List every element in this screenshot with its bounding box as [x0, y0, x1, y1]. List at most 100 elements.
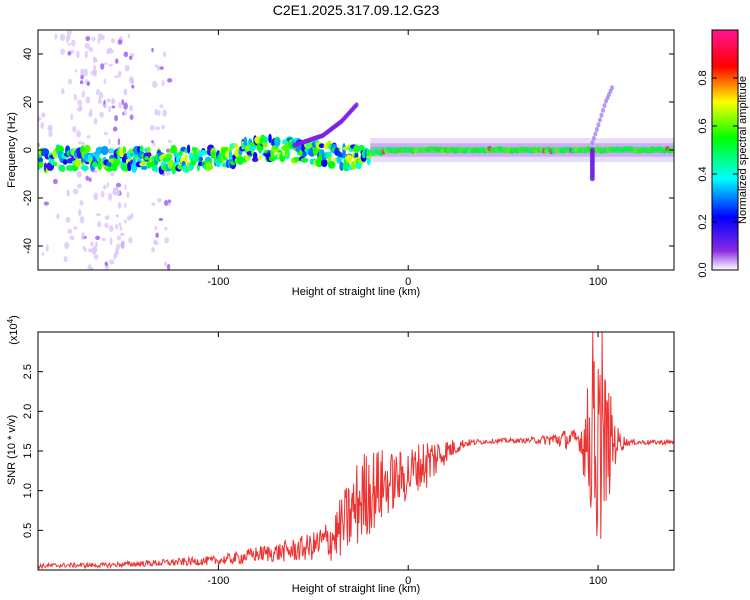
- noise-blob: [80, 74, 84, 80]
- noise-blob: [100, 63, 105, 70]
- colorbar-label: Normalized spectral amplitude: [737, 76, 749, 224]
- noise-blob: [128, 55, 133, 60]
- noise-blob: [89, 267, 94, 270]
- y-tick-label: 0: [22, 147, 34, 153]
- noise-blob: [92, 56, 96, 63]
- noise-blob: [104, 215, 110, 220]
- noise-blob: [59, 33, 66, 42]
- noise-blob: [79, 80, 84, 85]
- snr-series-line: [38, 332, 674, 570]
- snr-panel: -100 0 100 0.5 1.0 1.5 2.0 2.5 Height of straig…: [6, 315, 675, 595]
- y-tick-label: 2.0: [22, 404, 34, 419]
- noise-blob: [91, 36, 96, 42]
- noise-blob: [117, 201, 122, 210]
- noise-blob: [72, 188, 79, 195]
- branch-blob: [593, 131, 598, 137]
- noise-blob: [159, 66, 164, 70]
- ridge-blob: [236, 155, 245, 165]
- ridge-blob: [140, 165, 148, 171]
- snr-scale-label: (x104): [6, 315, 20, 345]
- noise-blob: [131, 84, 135, 89]
- noise-blob: [99, 111, 104, 118]
- ridge-blob: [210, 151, 216, 159]
- noise-blob: [112, 126, 118, 132]
- spectrogram-xlabel: Height of straight line (km): [292, 286, 420, 298]
- ridge-blob: [318, 143, 325, 149]
- noise-blob: [69, 235, 75, 240]
- spectrogram-marks: [38, 30, 674, 270]
- noise-blob: [114, 114, 118, 122]
- noise-blob: [48, 130, 53, 138]
- snr-scale-prefix: (x10: [8, 323, 20, 344]
- snr-xlabel: Height of straight line (km): [292, 583, 420, 595]
- noise-blob: [104, 222, 109, 229]
- noise-blob: [85, 96, 91, 104]
- noise-blob: [110, 171, 115, 177]
- chart-title: C2E1.2025.317.09.12.G23: [273, 2, 440, 18]
- noise-blob: [157, 109, 161, 117]
- ridge-blob: [327, 160, 336, 169]
- noise-blob: [83, 247, 88, 252]
- ridge-blob: [245, 145, 251, 152]
- ridge-blob: [357, 144, 365, 152]
- noise-blob: [88, 248, 93, 253]
- ridge-blob: [302, 151, 307, 157]
- ridge-blob: [366, 157, 371, 166]
- y-tick-label: 40: [22, 48, 34, 60]
- noise-blob: [76, 183, 83, 189]
- ridge-blob: [66, 164, 74, 172]
- noise-blob: [158, 217, 164, 222]
- noise-blob: [115, 214, 119, 218]
- noise-blob: [115, 247, 120, 256]
- ridge-blob: [60, 164, 66, 173]
- noise-blob: [93, 117, 98, 125]
- noise-blob: [151, 202, 156, 206]
- ridge-blob: [90, 152, 94, 158]
- ridge-blob: [151, 165, 157, 172]
- colorbar-tick-label: 0.0: [697, 262, 709, 277]
- noise-blob: [88, 46, 94, 53]
- ridge-blob: [56, 145, 65, 154]
- noise-blob: [108, 63, 113, 67]
- noise-blob: [103, 78, 107, 85]
- noise-blob: [85, 175, 90, 181]
- noise-blob: [67, 51, 72, 56]
- x-tick-label: 100: [589, 276, 607, 288]
- noise-blob: [163, 261, 167, 267]
- noise-blob: [77, 141, 84, 145]
- noise-blob: [106, 48, 111, 53]
- y-tick-label: 20: [22, 96, 34, 108]
- noise-blob: [154, 126, 161, 131]
- noise-blob: [165, 170, 171, 176]
- ridge-blob: [321, 158, 328, 168]
- noise-blob: [163, 51, 167, 58]
- noise-blob: [81, 231, 85, 240]
- noise-blob: [156, 64, 160, 71]
- noise-blob: [64, 241, 70, 249]
- noise-blob: [109, 237, 113, 246]
- noise-blob: [123, 88, 128, 96]
- noise-blob: [76, 170, 82, 178]
- ridge-blob: [233, 143, 238, 148]
- noise-blob: [124, 64, 130, 72]
- noise-blob: [124, 184, 127, 191]
- ridge-blob: [146, 152, 152, 157]
- ridge-blob: [165, 153, 173, 161]
- noise-blob: [123, 110, 127, 115]
- noise-blob: [79, 199, 84, 206]
- noise-blob: [101, 237, 106, 241]
- noise-blob: [106, 98, 111, 103]
- noise-blob: [74, 69, 78, 73]
- ridge-core: [370, 146, 674, 154]
- noise-blob: [79, 216, 85, 224]
- noise-blob: [123, 102, 128, 110]
- ridge-blob: [186, 144, 191, 154]
- noise-blob: [167, 203, 171, 207]
- noise-blob: [117, 138, 121, 146]
- ridge-blob: [84, 144, 91, 154]
- colorbar-tick-label: 0.4: [697, 166, 709, 181]
- noise-blob: [104, 103, 107, 110]
- ridge-blob: [80, 165, 89, 172]
- ridge-blob: [105, 167, 114, 172]
- ridge-blob: [285, 151, 289, 158]
